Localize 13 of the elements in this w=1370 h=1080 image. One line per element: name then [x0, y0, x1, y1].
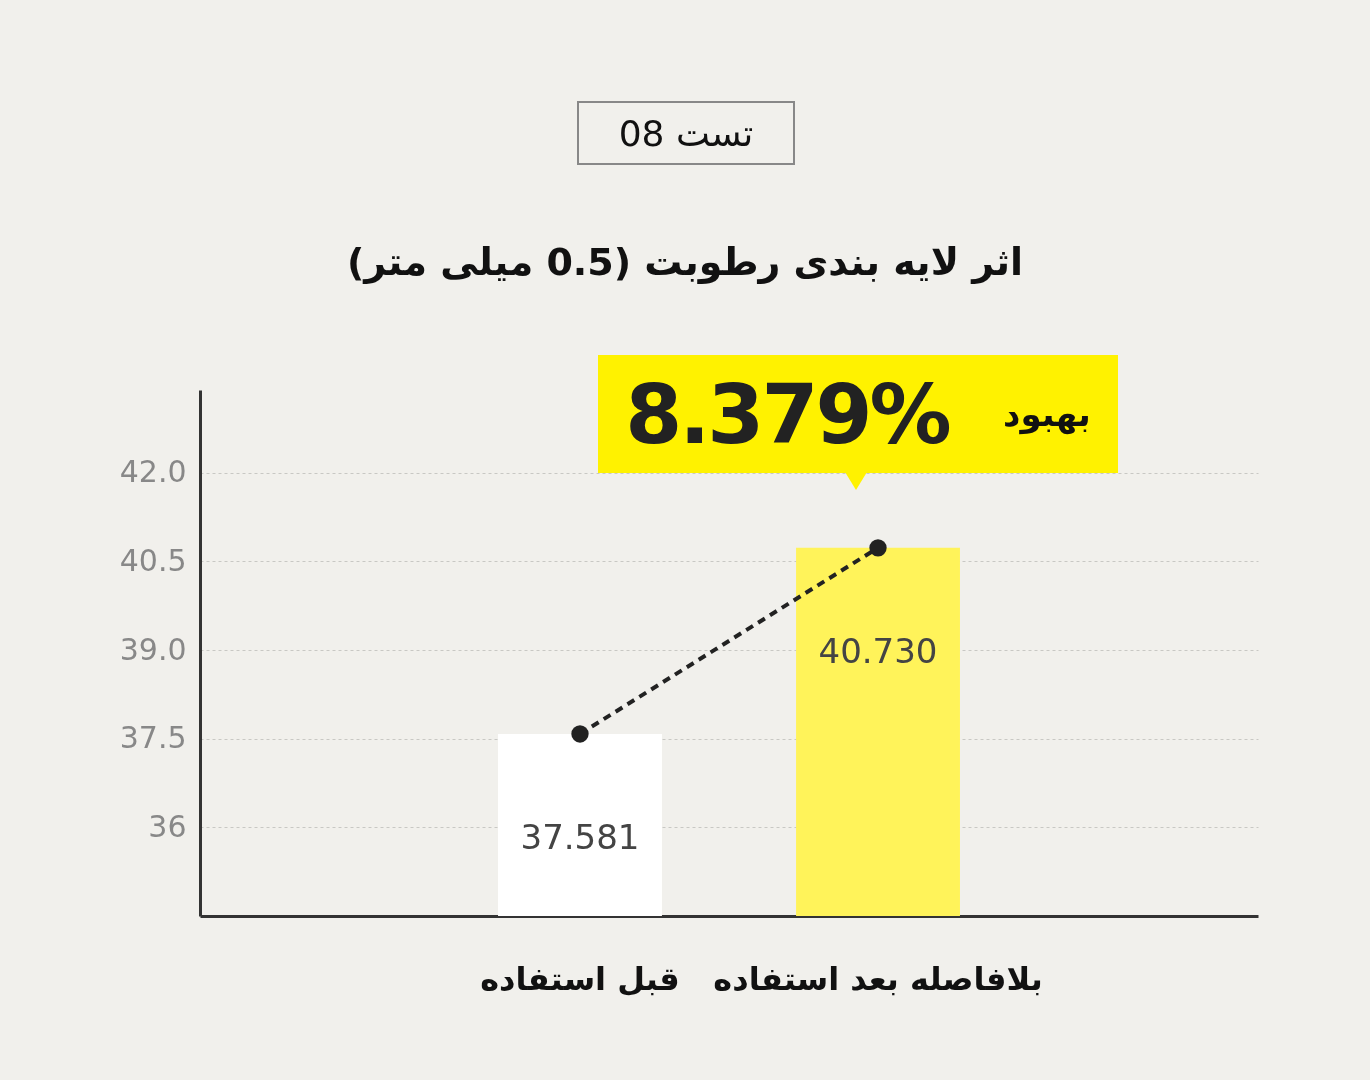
y-tick-label: 37.5 [119, 720, 187, 756]
annotation: بهبود [1002, 394, 1091, 434]
y-tick-label: 40.5 [119, 542, 187, 578]
data-label: 40.730 [818, 630, 938, 671]
x-tick-label: بلافاصله بعد استفاده [713, 959, 1043, 998]
y-tick-label: 36 [148, 808, 187, 844]
chart-subtitle: تست 08 [577, 101, 795, 165]
chart-title: اثر لایه بندی رطوبت (0.5 میلی متر) [345, 240, 1025, 284]
annotation: 8.379% [625, 366, 949, 462]
x-tick-label: قبل استفاده [480, 959, 680, 998]
y-tick-label: 39.0 [119, 631, 187, 667]
data-label: 37.581 [520, 816, 640, 857]
y-tick-label: 42.0 [119, 454, 187, 490]
